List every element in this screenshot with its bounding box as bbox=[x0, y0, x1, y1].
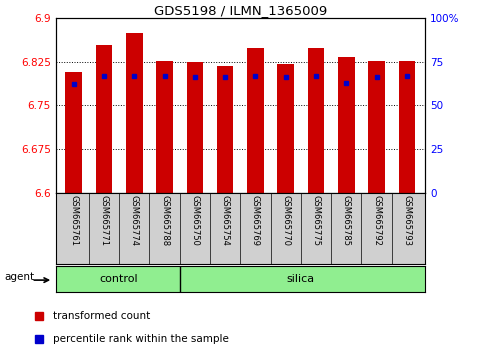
Bar bbox=[398, 61, 415, 193]
Text: GSM665754: GSM665754 bbox=[221, 195, 229, 246]
Bar bbox=[186, 62, 203, 193]
Bar bbox=[156, 61, 173, 193]
Text: agent: agent bbox=[5, 273, 35, 282]
Text: GSM665774: GSM665774 bbox=[130, 195, 139, 246]
Bar bbox=[126, 34, 142, 193]
Text: GSM665793: GSM665793 bbox=[402, 195, 412, 246]
Text: silica: silica bbox=[287, 274, 315, 284]
Bar bbox=[338, 57, 355, 193]
Text: GSM665750: GSM665750 bbox=[190, 195, 199, 246]
Bar bbox=[247, 48, 264, 193]
Bar bbox=[96, 45, 113, 193]
Text: GSM665769: GSM665769 bbox=[251, 195, 260, 246]
Text: GSM665771: GSM665771 bbox=[99, 195, 109, 246]
Bar bbox=[217, 66, 233, 193]
Bar bbox=[277, 64, 294, 193]
Text: percentile rank within the sample: percentile rank within the sample bbox=[53, 334, 229, 344]
Text: GSM665792: GSM665792 bbox=[372, 195, 381, 246]
Text: GSM665761: GSM665761 bbox=[69, 195, 78, 246]
Bar bbox=[368, 61, 385, 193]
Bar bbox=[65, 72, 82, 193]
Text: transformed count: transformed count bbox=[53, 311, 150, 321]
Title: GDS5198 / ILMN_1365009: GDS5198 / ILMN_1365009 bbox=[154, 4, 327, 17]
Text: GSM665788: GSM665788 bbox=[160, 195, 169, 246]
Text: GSM665775: GSM665775 bbox=[312, 195, 321, 246]
Text: GSM665770: GSM665770 bbox=[281, 195, 290, 246]
Bar bbox=[308, 48, 325, 193]
Text: control: control bbox=[100, 274, 139, 284]
Text: GSM665785: GSM665785 bbox=[342, 195, 351, 246]
